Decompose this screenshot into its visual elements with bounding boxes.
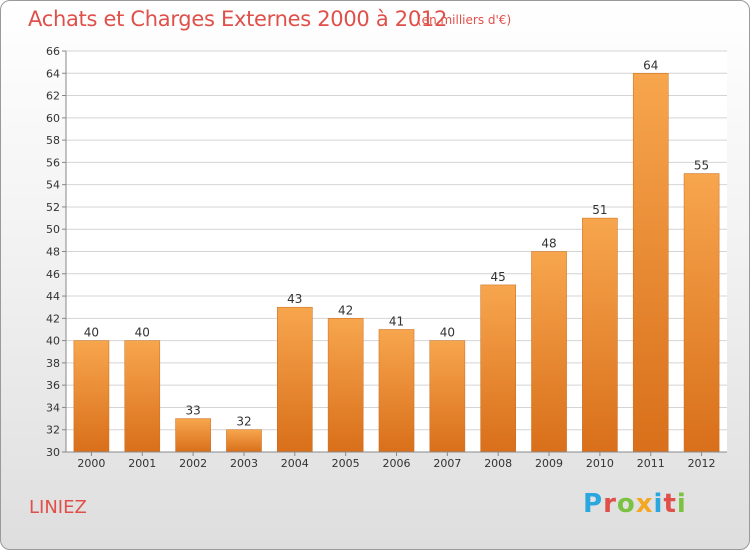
bar-2004 <box>277 306 313 453</box>
x-tick-label: 2003 <box>230 457 258 470</box>
bars-group: 40 40 33 32 43 42 41 40 45 48 51 64 55 <box>73 58 720 453</box>
bar-value-label: 40 <box>135 326 150 340</box>
y-tick-label: 62 <box>46 90 60 103</box>
x-tick-label: 2012 <box>688 457 716 470</box>
bar-2000 <box>73 340 110 453</box>
logo-letter: P <box>583 489 604 519</box>
x-tick-label: 2005 <box>332 457 360 470</box>
bar-value-label: 33 <box>185 404 200 418</box>
y-tick-label: 44 <box>46 290 60 303</box>
y-tick-label: 50 <box>46 223 60 236</box>
bar-2006 <box>378 329 415 453</box>
y-tick-label: 64 <box>46 67 60 80</box>
y-tick-label: 34 <box>46 401 60 414</box>
logo-letter: t <box>663 489 677 519</box>
y-axis-ticks: 30 32 34 36 38 40 42 44 46 48 50 52 54 56 58 60 62 64 66 <box>46 45 66 459</box>
bar-2002 <box>175 418 211 453</box>
proxiti-logo: Proxiti <box>583 489 687 519</box>
x-tick-label: 2009 <box>535 457 563 470</box>
y-tick-label: 66 <box>46 45 60 58</box>
logo-letter: i <box>676 489 687 519</box>
bar-value-label: 41 <box>389 314 404 328</box>
logo-letter: o <box>616 489 636 519</box>
x-tick-label: 2008 <box>484 457 512 470</box>
logo-letter: x <box>635 489 654 519</box>
bar-value-label: 40 <box>440 326 455 340</box>
x-tick-label: 2011 <box>637 457 665 470</box>
bar-2003 <box>226 429 262 453</box>
x-tick-label: 2001 <box>128 457 156 470</box>
bar-2009 <box>531 251 567 453</box>
x-axis-ticks: 2000 2001 2002 2003 2004 2005 2006 2007 2008 2009… <box>77 452 716 470</box>
chart-subtitle: (en milliers d'€) <box>417 13 512 27</box>
x-tick-label: 2007 <box>433 457 461 470</box>
chart-title: Achats et Charges Externes 2000 à 2012 <box>28 7 448 31</box>
bar-value-label: 51 <box>592 203 607 217</box>
bar-2011 <box>632 73 669 453</box>
commune-name: LINIEZ <box>29 497 87 518</box>
x-tick-label: 2004 <box>281 457 309 470</box>
y-tick-label: 46 <box>46 268 60 281</box>
x-tick-label: 2000 <box>77 457 105 470</box>
bar-value-label: 64 <box>643 58 658 72</box>
y-tick-label: 38 <box>46 357 60 370</box>
y-tick-label: 32 <box>46 424 60 437</box>
y-tick-label: 48 <box>46 246 60 259</box>
y-tick-label: 58 <box>46 134 60 147</box>
bar-value-label: 48 <box>541 237 556 251</box>
bar-2010 <box>582 217 618 453</box>
x-tick-label: 2006 <box>383 457 411 470</box>
y-tick-label: 40 <box>46 335 60 348</box>
bar-value-label: 43 <box>287 292 302 306</box>
bar-value-label: 45 <box>491 270 506 284</box>
y-tick-label: 30 <box>46 446 60 459</box>
bar-2008 <box>480 284 516 453</box>
bar-value-label: 32 <box>236 415 251 429</box>
logo-letter: i <box>653 489 664 519</box>
bar-2012 <box>683 173 720 453</box>
bar-2005 <box>327 318 364 453</box>
x-tick-label: 2002 <box>179 457 207 470</box>
logo-letter: r <box>603 489 617 519</box>
bar-2007 <box>429 340 466 453</box>
bar-2001 <box>124 340 161 453</box>
y-tick-label: 42 <box>46 312 60 325</box>
bar-value-label: 40 <box>84 326 99 340</box>
y-tick-label: 36 <box>46 379 60 392</box>
y-tick-label: 60 <box>46 112 60 125</box>
y-tick-label: 54 <box>46 179 60 192</box>
bar-value-label: 42 <box>338 303 353 317</box>
bar-value-label: 55 <box>694 159 709 173</box>
x-tick-label: 2010 <box>586 457 614 470</box>
y-tick-label: 52 <box>46 201 60 214</box>
y-tick-label: 56 <box>46 156 60 169</box>
